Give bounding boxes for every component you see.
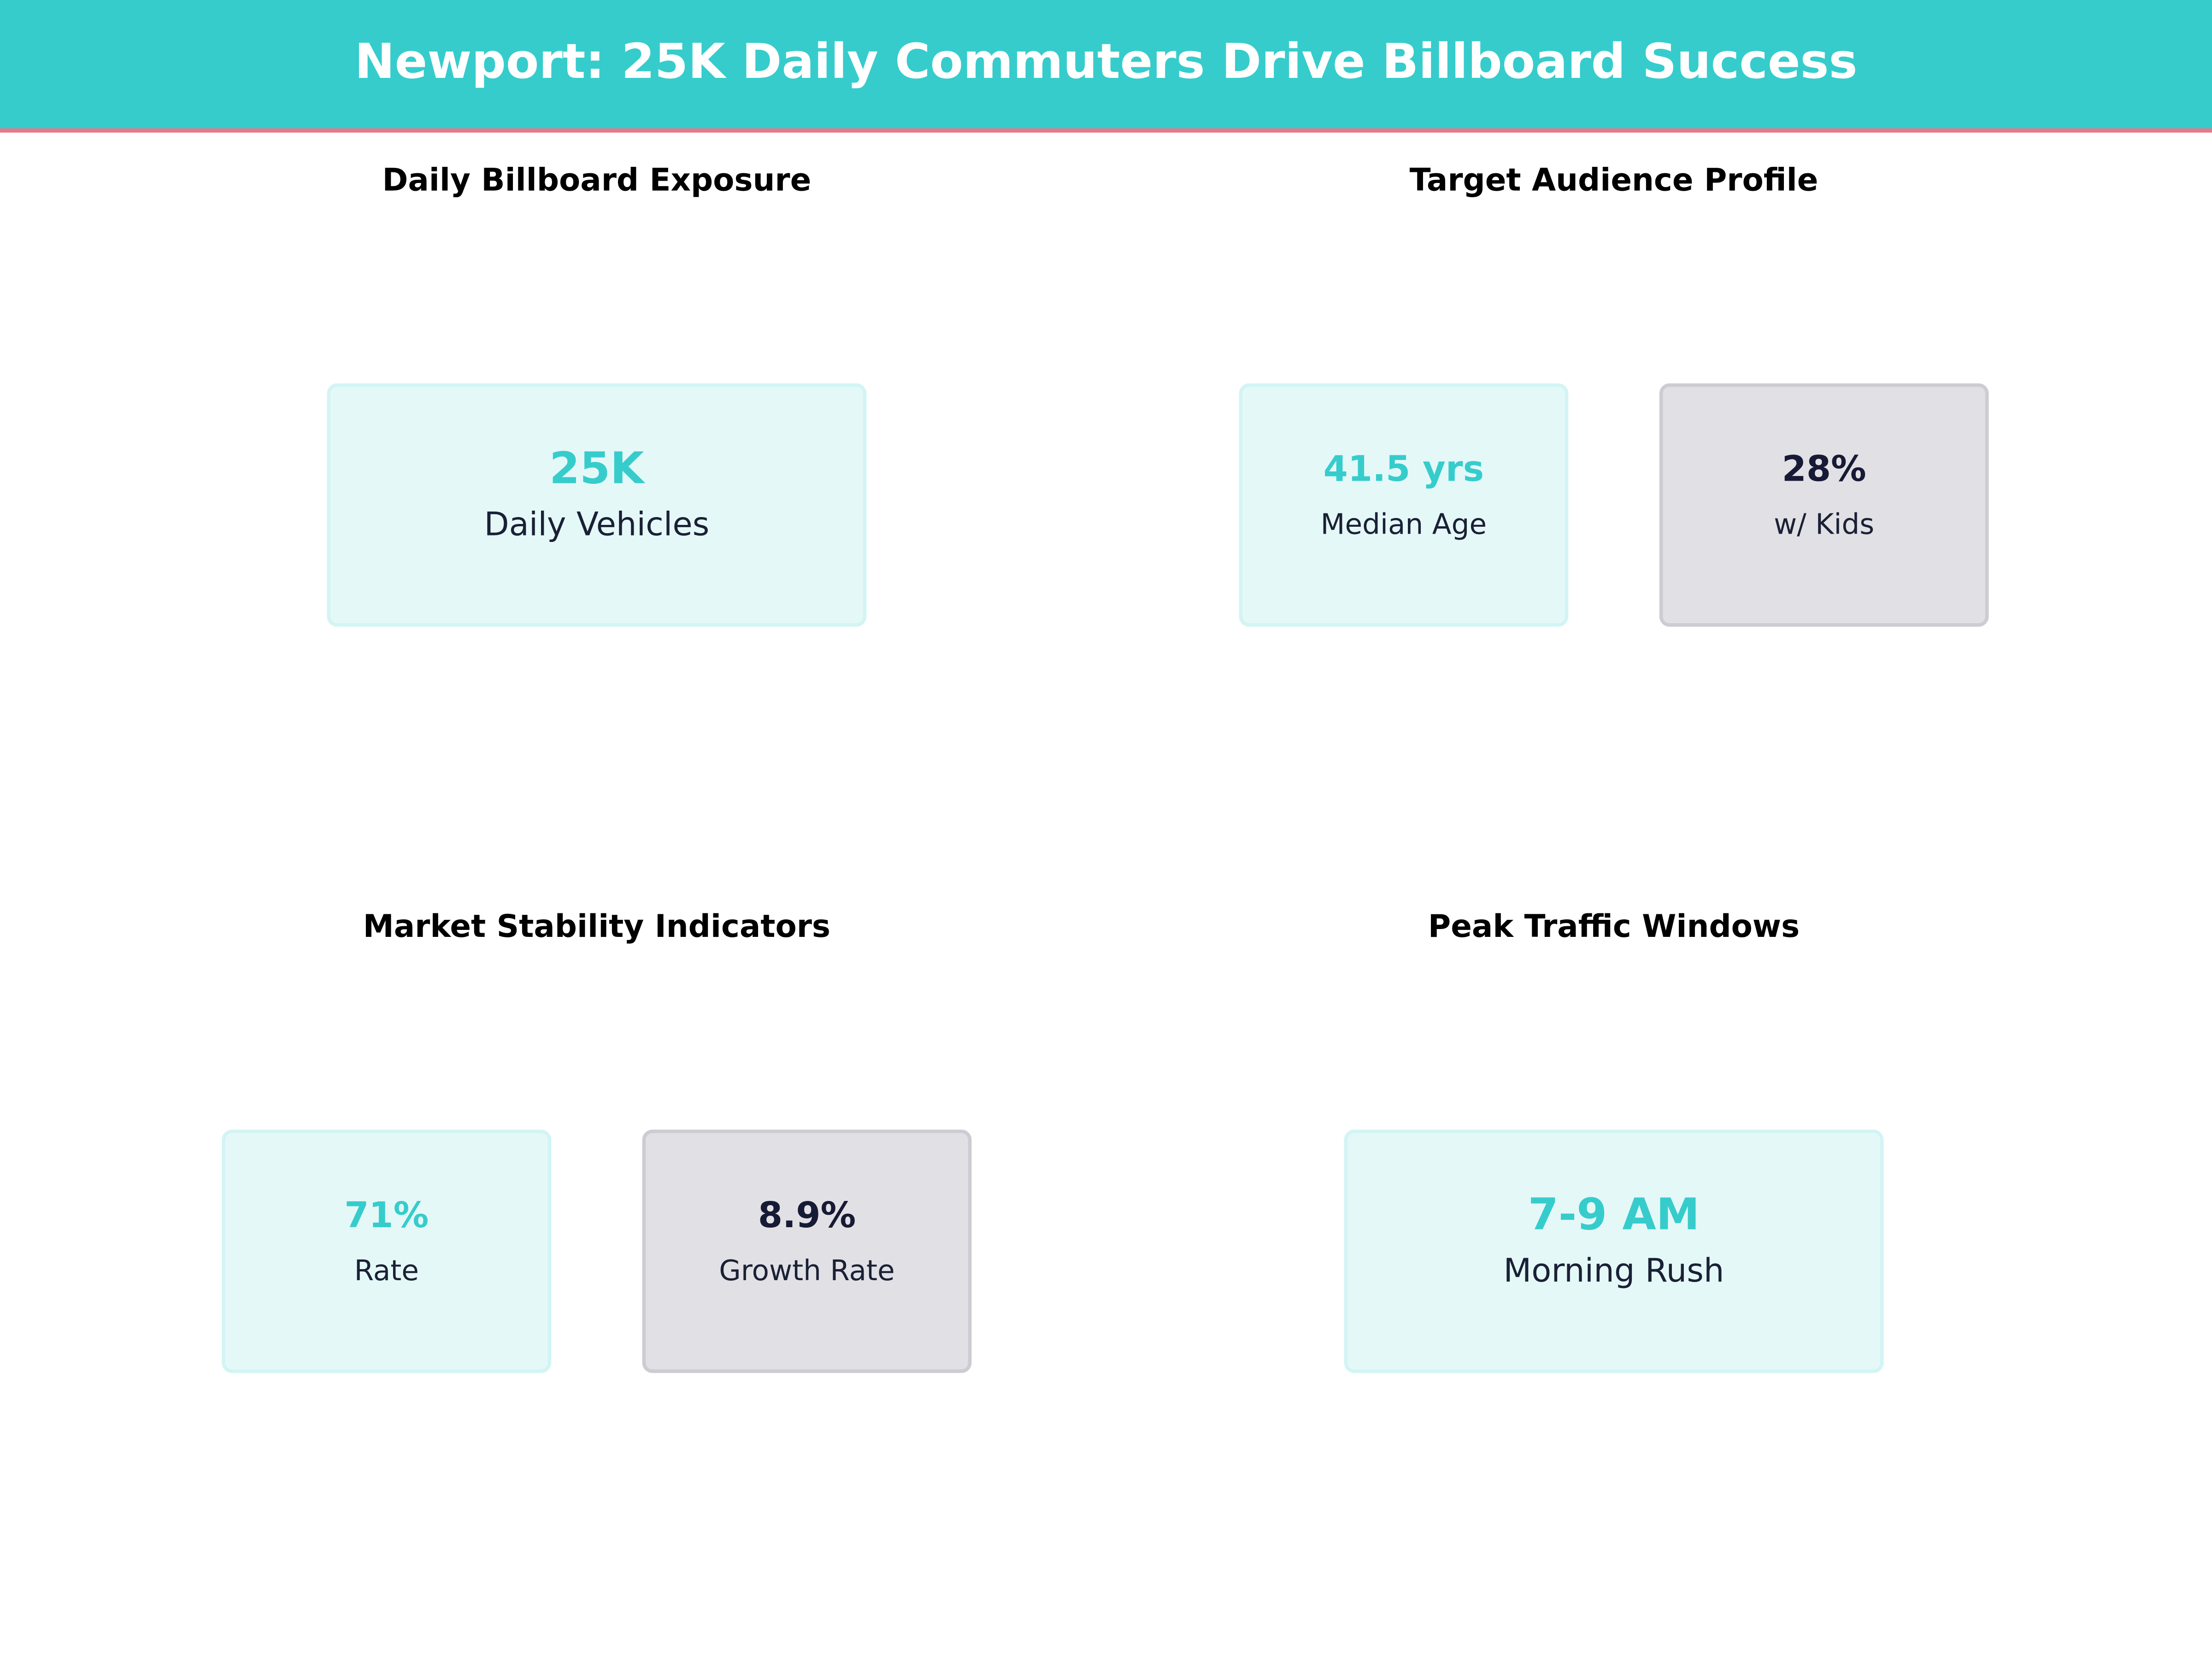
page-title: Newport: 25K Daily Commuters Drive Billb… [355,33,1858,89]
metric-card [642,1130,972,1373]
metric-card [327,383,867,627]
header-bar [0,0,2212,130]
metric-card [1239,383,1569,627]
panel-title: Target Audience Profile [1410,161,1818,198]
metric-value: 8.9% [758,1195,856,1236]
panel-title: Market Stability Indicators [363,908,830,944]
panel-title: Peak Traffic Windows [1428,908,1800,944]
metric-label: Morning Rush [1504,1252,1724,1289]
metric-card [1659,383,1989,627]
metric-label: Rate [354,1254,419,1287]
metric-label: Median Age [1321,508,1487,541]
metric-card [1344,1130,1884,1373]
metric-value: 28% [1782,448,1866,489]
metric-value: 41.5 yrs [1324,448,1484,489]
metric-value: 25K [549,443,646,494]
metric-label: w/ Kids [1774,508,1874,541]
metric-label: Daily Vehicles [484,505,709,543]
metric-value: 7-9 AM [1528,1189,1700,1240]
metric-value: 71% [344,1195,429,1236]
header-rule [0,128,2212,133]
metric-card [222,1130,552,1373]
metric-label: Growth Rate [719,1254,894,1287]
panel-title: Daily Billboard Exposure [382,161,811,198]
